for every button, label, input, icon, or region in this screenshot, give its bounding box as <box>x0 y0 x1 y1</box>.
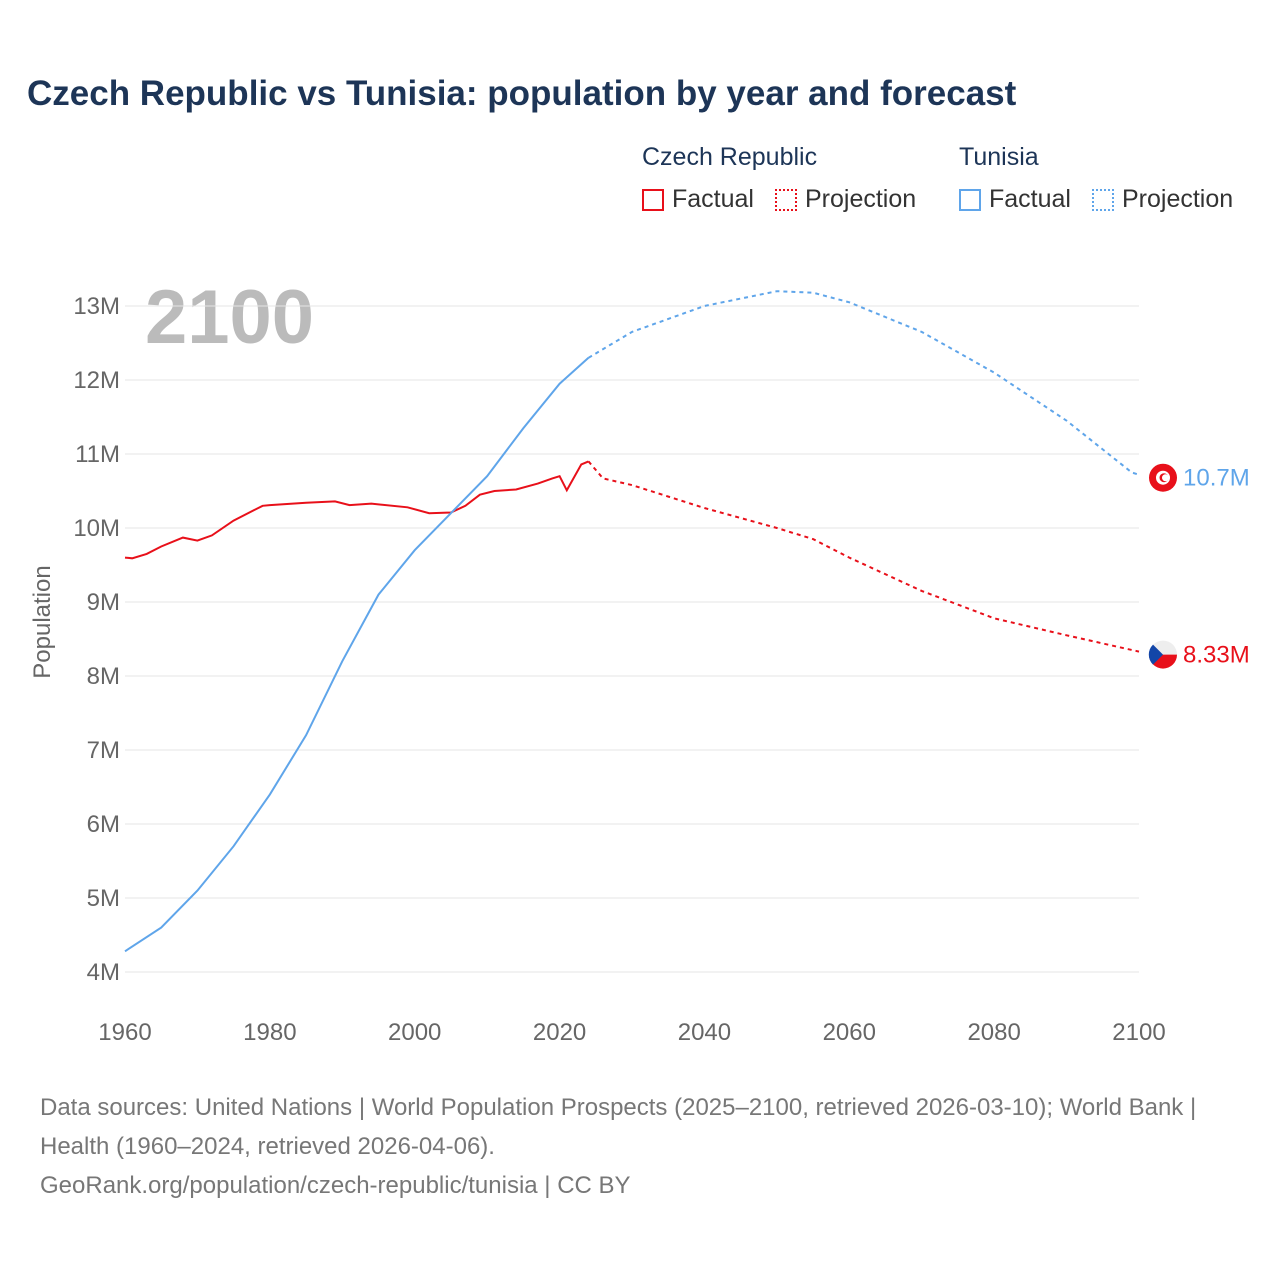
footer: Data sources: United Nations | World Pop… <box>40 1088 1240 1205</box>
year-label: 2100 <box>145 275 314 360</box>
x-tick-label: 2060 <box>823 1019 876 1046</box>
y-tick-label: 13M <box>73 293 120 320</box>
x-tick-label: 2080 <box>967 1019 1020 1046</box>
y-tick-label: 7M <box>87 737 120 764</box>
legend-swatch <box>775 188 797 211</box>
legend-label: Projection <box>805 185 917 213</box>
y-tick-label: 11M <box>75 441 120 468</box>
tunisia-flag-icon <box>1149 463 1177 492</box>
chart-title: Czech Republic vs Tunisia: population by… <box>27 74 1017 113</box>
legend-czech-projection[interactable]: Projection <box>775 185 916 214</box>
x-tick-label: 1980 <box>243 1019 296 1046</box>
end-value-label: 8.33M <box>1183 642 1250 669</box>
x-tick-label: 2000 <box>388 1019 441 1046</box>
y-tick-label: 9M <box>87 589 120 616</box>
legend-swatch <box>959 188 981 211</box>
x-tick-label: 2040 <box>678 1019 731 1046</box>
legend-label: Projection <box>1122 185 1234 213</box>
y-tick-label: 8M <box>87 663 120 690</box>
series-line-projection-1 <box>587 290 1140 476</box>
legend-group-tunisia: Tunisia <box>959 143 1039 171</box>
series-line-projection-0 <box>587 460 1140 653</box>
legend-tunisia-projection[interactable]: Projection <box>1092 185 1233 214</box>
plot-area: 2100 Population 4M 5M 6M 7M 8M 9M 10M 11M 12M 13M… <box>29 275 1250 1046</box>
y-tick-label: 10M <box>73 515 120 542</box>
source-link[interactable]: GeoRank.org/population/czech-republic/tu… <box>40 1172 631 1199</box>
legend-swatch <box>642 188 664 211</box>
legend-label: Factual <box>672 185 754 213</box>
x-tick-label: 1960 <box>98 1019 151 1046</box>
x-tick-label: 2020 <box>533 1019 586 1046</box>
czech-flag-icon <box>1148 640 1178 669</box>
series-line-factual-1 <box>124 357 590 953</box>
legend-czech-factual[interactable]: Factual <box>642 185 754 214</box>
y-tick-label: 6M <box>87 811 120 838</box>
y-tick-label: 5M <box>87 885 120 912</box>
data-sources: Data sources: United Nations | World Pop… <box>40 1094 1197 1160</box>
legend-label: Factual <box>989 185 1071 213</box>
legend-tunisia-factual[interactable]: Factual <box>959 185 1071 214</box>
legend-swatch <box>1092 188 1114 211</box>
legend-group-czech: Czech Republic <box>642 143 818 171</box>
y-tick-label: 4M <box>87 959 120 986</box>
end-value-label: 10.7M <box>1183 465 1250 492</box>
x-tick-label: 2100 <box>1112 1019 1165 1046</box>
y-tick-label: 12M <box>73 367 120 394</box>
y-axis-label: Population <box>29 565 56 678</box>
series-line-factual-0 <box>124 460 589 560</box>
